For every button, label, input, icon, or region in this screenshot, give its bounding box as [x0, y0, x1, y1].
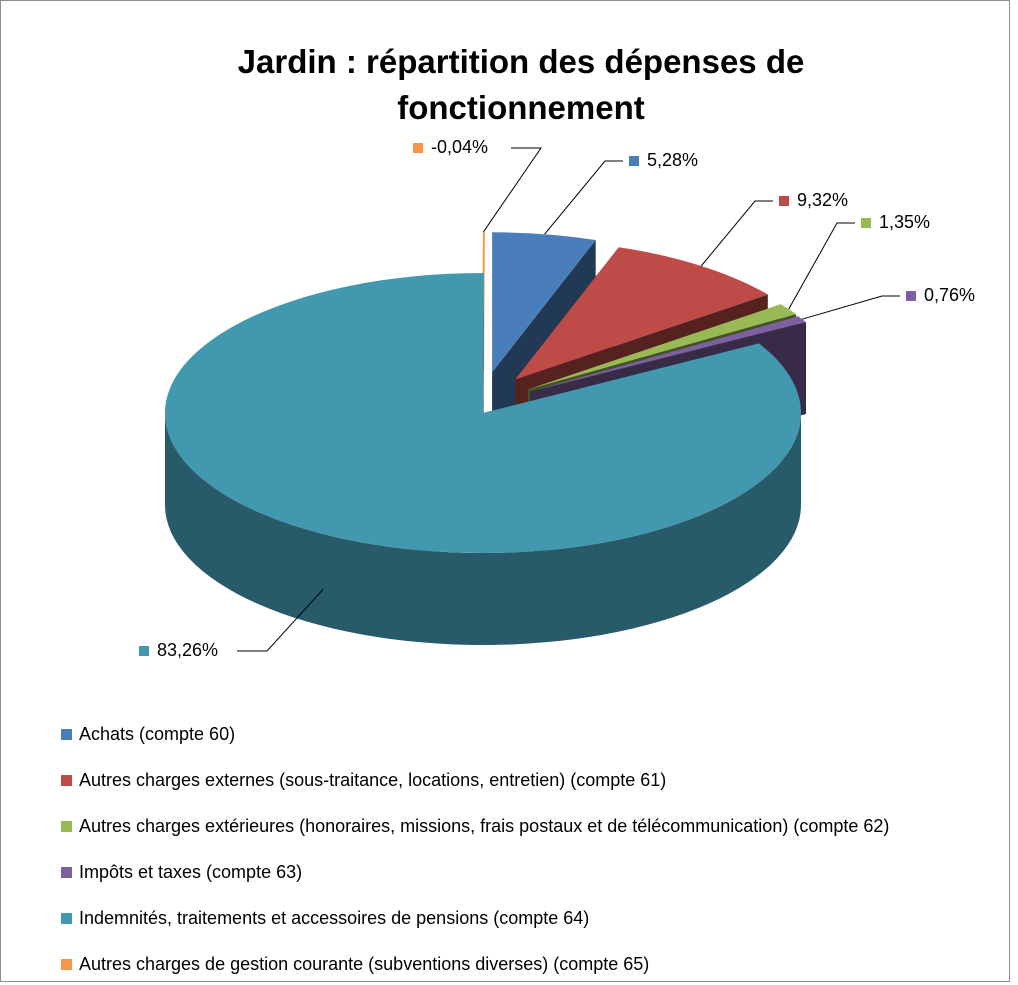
leader-line [483, 147, 542, 233]
legend-item: Autres charges extérieures (honoraires, … [61, 803, 889, 849]
data-label: 83,26% [157, 640, 218, 660]
leader-line [700, 200, 773, 267]
legend-label: Impôts et taxes (compte 63) [79, 861, 303, 882]
slice-side [165, 413, 801, 645]
legend-item: Indemnités, traitements et accessoires d… [61, 895, 889, 941]
slice [515, 247, 768, 380]
label-swatch [139, 646, 149, 656]
leader-line [544, 160, 623, 235]
slice [164, 272, 801, 645]
slice [528, 304, 797, 390]
legend-swatch [61, 866, 72, 878]
legend-label: Achats (compte 60) [79, 723, 236, 744]
data-label: -0,04% [431, 137, 488, 157]
data-label: 9,32% [797, 190, 848, 210]
label-swatch [861, 218, 871, 228]
plot: 5,28% 9,32% 1,35% 0,76% 83,26% -0,04% [139, 137, 975, 660]
legend-swatch [61, 774, 72, 786]
leader-line [237, 588, 324, 652]
legend-label: Indemnités, traitements et accessoires d… [79, 907, 590, 928]
legend-item: Achats (compte 60) [61, 711, 889, 757]
data-label: 0,76% [924, 285, 975, 305]
legend: Achats (compte 60) Autres charges externe… [61, 711, 889, 981]
legend-swatch [61, 820, 72, 832]
legend-item: Autres charges de gestion courante (subv… [61, 941, 889, 981]
slice [164, 272, 801, 553]
chart-title: Jardin : répartition des dépenses de fon… [237, 43, 805, 126]
label-swatch [906, 291, 916, 301]
leader-line [801, 295, 900, 320]
legend-swatch [61, 728, 72, 740]
legend-label: Autres charges extérieures (honoraires, … [79, 815, 890, 836]
data-label: 1,35% [879, 212, 930, 232]
legend-swatch [61, 912, 72, 924]
label-swatch [413, 143, 423, 153]
legend-item: Impôts et taxes (compte 63) [61, 849, 889, 895]
label-swatch [629, 156, 639, 166]
legend-label: Autres charges externes (sous-traitance,… [79, 769, 667, 790]
data-label: 5,28% [647, 150, 698, 170]
slice [492, 232, 596, 373]
leader-line [788, 222, 855, 310]
legend-swatch [61, 958, 72, 970]
legend-label: Autres charges de gestion courante (subv… [79, 953, 650, 974]
label-swatch [779, 196, 789, 206]
slice [530, 316, 806, 392]
legend-item: Autres charges externes (sous-traitance,… [61, 757, 889, 803]
